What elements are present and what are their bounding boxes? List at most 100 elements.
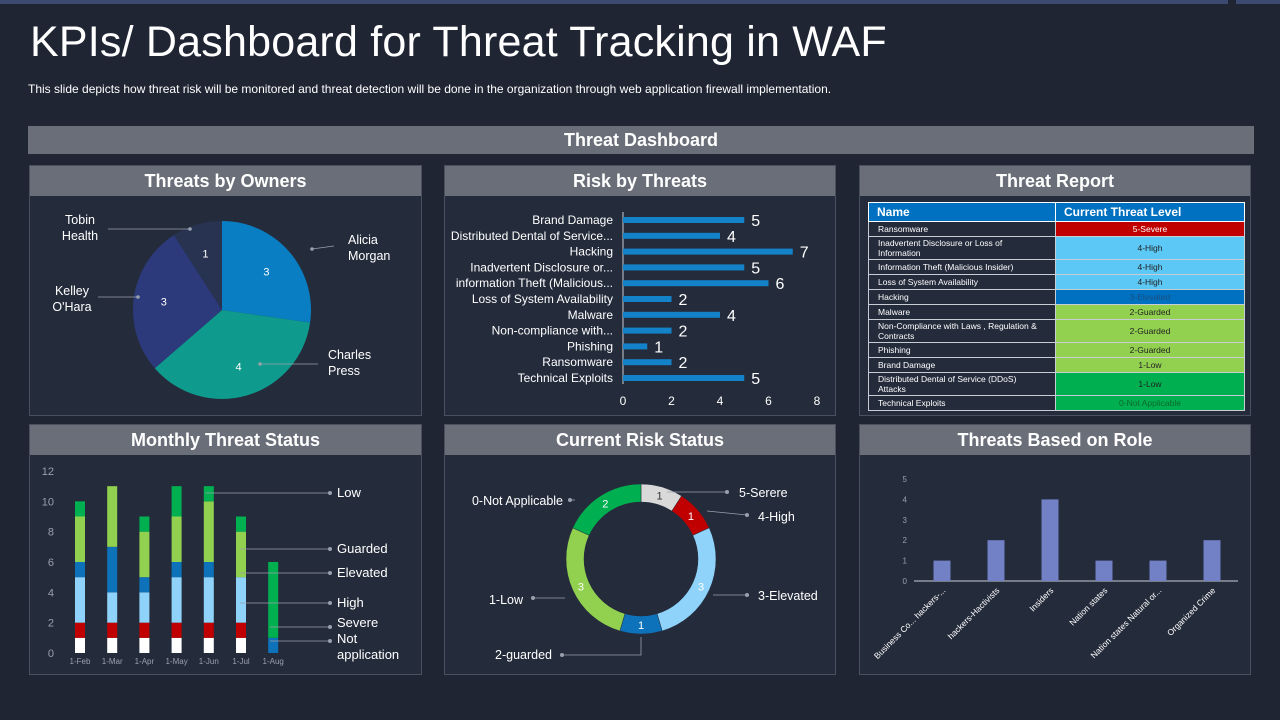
monthly-bar-elevated-1-mar <box>107 546 118 593</box>
pie-slice-charles-press <box>154 310 311 400</box>
donut-slice-7 <box>572 483 642 536</box>
top-accent-line-right <box>1236 0 1280 4</box>
monthly-bar-elevated-1-aug <box>268 637 279 653</box>
monthly-legend-dot <box>328 547 332 551</box>
threat-level-cell: 4-High <box>1055 236 1245 260</box>
monthly-legend-label: Elevated <box>337 565 388 580</box>
donut-value-label: 2 <box>602 498 608 510</box>
monthly-bar-severe-1-feb <box>75 622 85 638</box>
risk-category-label: Distributed Dental of Service... <box>451 229 613 243</box>
monthly-bar-guarded-1-jun <box>203 501 214 562</box>
risk-x-tick-label: 0 <box>620 394 627 408</box>
threat-level-cell: 1-Low <box>1055 357 1245 373</box>
table-row: Distributed Dental of Service (DDoS) Att… <box>868 372 1245 396</box>
donut-leader-line <box>706 510 748 516</box>
risk-value-label: 4 <box>727 308 736 325</box>
donut-category-label: 4-High <box>758 510 795 524</box>
threat-report-body: Ransomware 5-Severe Inadvertent Disclosure… <box>868 221 1245 411</box>
risk-category-label: Hacking <box>570 245 613 259</box>
risk-bar-loss-of-system-availability <box>623 296 672 302</box>
report-panel-title: Threat Report <box>860 166 1250 196</box>
threat-dashboard-header: Threat Dashboard <box>28 126 1254 154</box>
donut-category-label: 3-Elevated <box>758 589 818 603</box>
role-bar-organized-crime <box>1203 540 1221 581</box>
role-panel: Threats Based on Role 0 1 2 3 4 5 Business Co.… <box>859 424 1251 675</box>
monthly-legend-dot <box>328 601 332 605</box>
monthly-bar-high-1-feb <box>75 577 85 623</box>
pie-value-label: 4 <box>235 361 241 373</box>
risk-category-label: Inadvertent Disclosure or... <box>470 260 613 274</box>
role-x-tick-label: Business Co... hackers-... <box>872 585 948 661</box>
threat-name-cell: Non-Compliance with Laws , Regulation & … <box>868 319 1056 343</box>
donut-category-label: 2-guarded <box>495 648 552 662</box>
report-panel: Threat Report Name Current Threat Level … <box>859 165 1251 416</box>
threat-name-cell: Distributed Dental of Service (DDoS) Att… <box>868 372 1056 396</box>
monthly-legend-label: Severe <box>337 615 378 630</box>
monthly-x-tick-label: 1-May <box>165 657 187 666</box>
monthly-bar-elevated-1-may <box>171 562 182 578</box>
role-panel-title: Threats Based on Role <box>860 425 1250 455</box>
pie-leader-dot <box>258 362 262 366</box>
pie-leader-dot <box>310 247 314 251</box>
monthly-x-tick-label: 1-Mar <box>102 657 123 666</box>
risk-bar-distributed-dental-of-service <box>623 232 720 239</box>
table-row: Inadvertent Disclosure or Loss of Inform… <box>868 236 1245 260</box>
monthly-bar-high-1-apr <box>139 592 150 623</box>
role-x-tick-label: hackers-Hactivists <box>946 585 1002 641</box>
owners-panel: Threats by Owners 3 Alicia Morgan 4 Charles P… <box>29 165 422 416</box>
monthly-bar-elevated-1-jun <box>203 562 214 578</box>
monthly-bar-guarded-1-jul <box>236 531 246 578</box>
role-bar-nation-states-natural-or <box>1149 560 1167 581</box>
risk-category-label: Non-compliance with... <box>492 324 613 338</box>
current-panel-title: Current Risk Status <box>445 425 835 455</box>
role-y-tick-label: 2 <box>903 536 908 545</box>
donut-category-label: 5-Serere <box>739 486 788 500</box>
risk-value-label: 1 <box>654 339 663 356</box>
risk-bar-malware <box>623 311 720 318</box>
pie-value-label: 3 <box>161 297 167 309</box>
risk-category-label: Brand Damage <box>532 213 613 227</box>
table-row: Loss of System Availability 4-High <box>868 274 1245 290</box>
risk-category-label: Technical Exploits <box>518 371 613 385</box>
monthly-bar-guarded-1-may <box>171 516 182 562</box>
page-subtitle: This slide depicts how threat risk will … <box>28 82 832 96</box>
pie-category-label: Tobin Health <box>62 213 98 243</box>
threat-name-cell: Phishing <box>868 342 1056 358</box>
risk-x-tick-label: 2 <box>668 394 675 408</box>
monthly-bar-guarded-1-apr <box>139 531 150 578</box>
monthly-bar-not-application-1-apr <box>139 637 150 653</box>
risk-x-tick-label: 6 <box>765 394 772 408</box>
risk-value-label: 2 <box>679 292 688 309</box>
risk-category-label: Ransomware <box>542 355 613 369</box>
risk-bar-phishing <box>623 343 648 350</box>
donut-slice-3 <box>656 527 717 632</box>
current-panel: Current Risk Status 1 1 3 1 3 2 5-Serere 4-High… <box>444 424 836 675</box>
risk-value-label: 4 <box>727 229 736 246</box>
monthly-y-tick-label: 12 <box>42 466 54 478</box>
owners-pie-chart: 3 Alicia Morgan 4 Charles Press 3 Kelley O'Hara 1… <box>52 213 390 400</box>
monthly-bar-low-1-may <box>171 486 182 517</box>
threat-name-cell: Malware <box>868 304 1056 320</box>
threat-name-cell: Brand Damage <box>868 357 1056 373</box>
threat-report-table: Name Current Threat Level Ransomware 5-Se… <box>868 202 1245 411</box>
monthly-panel-title: Monthly Threat Status <box>30 425 421 455</box>
risk-value-label: 6 <box>776 276 785 293</box>
monthly-bar-guarded-1-mar <box>107 486 118 547</box>
donut-value-label: 3 <box>698 581 704 593</box>
role-x-tick-label: Insiders <box>1027 585 1055 613</box>
monthly-bar-low-1-apr <box>139 516 150 532</box>
pie-category-label: Kelley O'Hara <box>52 284 91 314</box>
monthly-panel: Monthly Threat Status 0 2 4 6 8 10 12 1-Feb 1-Ma… <box>29 424 422 675</box>
monthly-legend-label: Not application <box>337 631 399 662</box>
monthly-legend-dot <box>328 571 332 575</box>
table-row: Non-Compliance with Laws , Regulation & … <box>868 319 1245 343</box>
risk-x-tick-label: 4 <box>717 394 724 408</box>
risk-panel: Risk by Threats Brand Damage 5 Distributed… <box>444 165 836 416</box>
risk-category-label: information Theft (Malicious... <box>456 276 613 290</box>
monthly-bar-severe-1-mar <box>107 622 118 638</box>
pie-slice-kelley-o-hara <box>133 235 222 369</box>
role-bar-chart: 0 1 2 3 4 5 Business Co... hackers-...hackers-… <box>872 475 1238 661</box>
role-y-tick-label: 5 <box>903 475 908 484</box>
risk-value-label: 7 <box>800 245 809 262</box>
monthly-y-tick-label: 10 <box>42 496 54 508</box>
